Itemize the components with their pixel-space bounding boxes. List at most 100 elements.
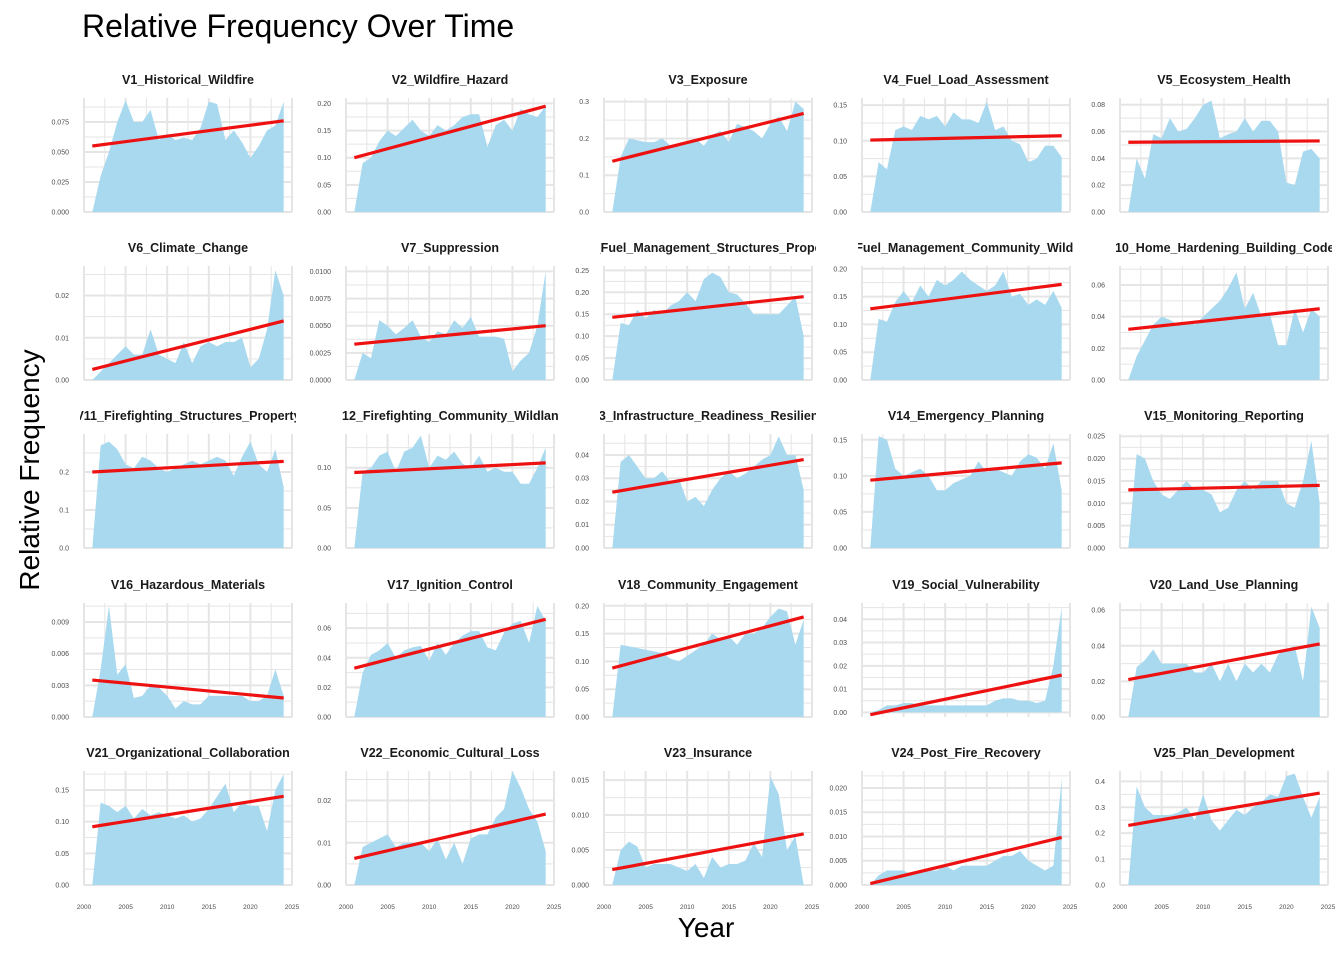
area-series [92,606,284,717]
y-tick-label: 0.005 [1087,523,1105,530]
facet-panel: 0.0 0.1 0.2 0.3 V3_Exposure [579,73,813,217]
x-tick-label: 2025 [1063,904,1078,911]
y-tick-label: 0.02 [1091,679,1105,686]
y-tick-label: 0.01 [317,840,331,847]
y-tick-label: 0.05 [55,851,69,858]
trend-line [92,119,284,148]
facet-panel: 0.00 0.01 0.02 V6_Climate_Change [55,241,293,385]
y-tick-label: 0.15 [833,294,847,301]
area-series [870,101,1062,212]
y-tick-label: 0.4 [1095,779,1105,786]
x-tick-label: 2025 [1321,904,1336,911]
y-tick-label: 0.00 [55,378,69,385]
y-tick-label: 0.20 [317,101,331,108]
y-tick-label: 0.02 [55,293,69,300]
y-tick-label: 0.015 [571,778,589,785]
trend-line [1128,791,1320,827]
x-tick-label: 2010 [938,904,953,911]
area-series [1128,272,1320,380]
trend-line [612,832,804,872]
area-series [92,774,284,885]
x-tick-label: 2000 [77,904,92,911]
y-tick-label: 0.000 [1087,546,1105,553]
y-tick-label: 0.04 [833,617,847,624]
facet-panel: 0.000 0.025 0.050 0.075 V1_Historical_Wildfi… [51,73,293,217]
trend-line [870,134,1062,142]
area-series [354,435,546,548]
facet-title: V3_Exposure [668,73,747,87]
facet-title: V4_Fuel_Load_Assessment [883,73,1049,87]
facet-title: V20_Land_Use_Planning [1150,578,1299,592]
area-series [354,106,546,212]
y-tick-label: 0.00 [1091,378,1105,385]
y-tick-label: 0.015 [1087,478,1105,485]
y-tick-label: 0.00 [317,210,331,217]
y-tick-label: 0.0025 [310,350,332,357]
y-tick-label: 0.015 [829,810,847,817]
y-tick-label: 0.0 [579,210,589,217]
trend-line [92,678,284,700]
x-tick-label: 2005 [896,904,911,911]
y-tick-label: 0.006 [51,651,69,658]
y-tick-label: 0.00 [1091,715,1105,722]
facet-panel: 0.000 0.003 0.006 0.009 V16_Hazardous_Materi… [51,578,293,722]
y-tick-label: 0.000 [51,715,69,722]
y-tick-label: 0.020 [1087,456,1105,463]
y-tick-label: 0.3 [579,99,589,106]
facet-title: V23_Insurance [664,746,752,760]
area-series [870,271,1062,380]
facet-panel: 0.00 0.05 0.10 0.15 V14_Emergency_Planning [833,409,1071,553]
x-tick-label: 2000 [855,904,870,911]
trend-line [611,615,805,670]
facet-panel: 0.00 0.05 0.10 0.15 0.20 V18_Community_Engage… [575,578,813,722]
area-series [612,436,804,548]
y-tick-label: 0.00 [1091,210,1105,217]
facet-panel: 0.00 0.05 0.10 0.15 2000 2005 2010 2015 2020 2025… [55,746,299,911]
y-tick-label: 0.02 [833,663,847,670]
facet-panel: 0.00 0.05 0.10 V12_Firefighting_Community_W… [317,409,558,553]
trend-line [1128,307,1320,331]
x-tick-label: 2020 [243,904,258,911]
y-tick-label: 0.02 [317,798,331,805]
trend-line [353,104,547,160]
y-tick-label: 0.00 [575,378,589,385]
facet-title: V6_Climate_Change [128,241,248,255]
x-tick-label: 2005 [1154,904,1169,911]
y-tick-label: 0.020 [829,785,847,792]
x-tick-label: 2005 [380,904,395,911]
y-tick-label: 0.05 [575,356,589,363]
y-tick-label: 0.0075 [310,296,332,303]
y-tick-label: 0.04 [1091,643,1105,650]
y-tick-label: 0.04 [1091,156,1105,163]
area-series [612,776,804,885]
y-tick-label: 0.15 [833,437,847,444]
x-tick-label: 2015 [1238,904,1253,911]
trend-line [354,324,546,346]
y-tick-label: 0.10 [317,155,331,162]
y-tick-label: 0.02 [575,499,589,506]
y-tick-label: 0.010 [571,813,589,820]
y-tick-label: 0.00 [317,715,331,722]
y-tick-label: 0.00 [55,883,69,890]
trend-line [1128,139,1320,144]
y-tick-label: 0.010 [1087,501,1105,508]
facet-title: V13_Infrastructure_Readiness_Resilience [584,409,833,423]
y-tick-label: 0.00 [833,378,847,385]
facet-title: V21_Organizational_Collaboration [86,746,290,760]
area-series [92,100,284,212]
area-series [1128,100,1320,212]
facet-title: V19_Social_Vulnerability [892,578,1040,592]
x-tick-label: 2010 [680,904,695,911]
y-tick-label: 0.06 [1091,129,1105,136]
facet-title: V15_Monitoring_Reporting [1144,409,1304,423]
y-tick-label: 0.2 [579,136,589,143]
y-tick-label: 0.02 [317,685,331,692]
area-series [1128,440,1320,548]
y-tick-label: 0.15 [575,631,589,638]
y-tick-label: 0.0050 [310,323,332,330]
y-tick-label: 0.0 [59,546,69,553]
facet-panel: 0.000 0.005 0.010 0.015 0.020 2000 2005 2010 201… [829,746,1077,911]
x-tick-label: 2010 [1196,904,1211,911]
y-tick-label: 0.05 [833,174,847,181]
y-tick-label: 0.20 [833,266,847,273]
